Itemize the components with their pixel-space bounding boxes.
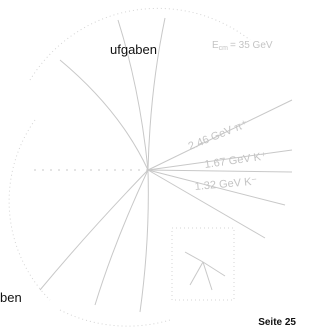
inset-box xyxy=(172,228,234,300)
track xyxy=(148,170,292,172)
page: Ecm= 35 GeV 2.46 GeV π⁺ 1.67 GeV K⁺ 1.32… xyxy=(0,0,296,331)
track xyxy=(40,170,148,290)
track xyxy=(148,18,165,170)
left-arc xyxy=(9,120,50,300)
page-number: Seite 25 xyxy=(258,317,296,328)
track-label: 1.67 GeV K⁺ xyxy=(204,150,268,171)
track-label: 2.46 GeV π⁺ xyxy=(187,118,250,153)
track xyxy=(140,170,148,312)
track xyxy=(95,170,148,305)
bottom-arc xyxy=(60,310,170,326)
body-text: ben xyxy=(0,290,22,305)
inset-tracks xyxy=(185,252,225,290)
energy-label: Ecm= 35 GeV xyxy=(212,40,273,52)
body-text: ufgaben xyxy=(110,42,157,57)
tracks xyxy=(30,18,292,312)
track xyxy=(60,60,148,170)
